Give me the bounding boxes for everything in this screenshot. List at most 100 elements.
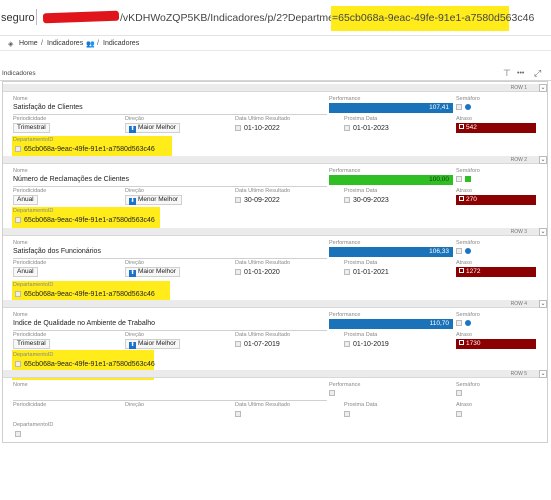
- performance-label: Performance: [329, 312, 361, 318]
- address-bar[interactable]: seguro /vKDHWoZQP5KB/Indicadores/p/2?Dep…: [0, 0, 551, 36]
- performance-label: Performance: [329, 96, 361, 102]
- departamento-label: DepartamentoID: [13, 422, 54, 428]
- direcao-value: ⬆ Maior Melhor: [125, 267, 180, 277]
- field-underline: [13, 330, 327, 331]
- performance-bar: 107,41: [329, 103, 453, 113]
- departamento-label: DepartamentoID: [13, 352, 54, 358]
- semaforo-indicator: [456, 320, 471, 327]
- data-ultimo-label: Data Ultimo Resultado: [235, 260, 291, 266]
- semaforo-label: Semáforo: [456, 312, 480, 318]
- arrow-up-icon: ⬆: [129, 126, 136, 133]
- row-header-bar: ROW 2: [3, 156, 539, 164]
- departamento-value: 65cb068a-9eac-49fe-91e1-a7580d563c46: [15, 291, 155, 298]
- periodicidade-value: Anual: [13, 267, 38, 277]
- url-path[interactable]: /vKDHWoZQP5KB/Indicadores/p/2?Department…: [120, 12, 375, 24]
- breadcrumb-indicadores[interactable]: Indicadores: [47, 40, 84, 47]
- panel-title: Indicadores: [2, 70, 36, 77]
- data-ultimo-label: Data Ultimo Resultado: [235, 402, 291, 408]
- proxima-empty: [344, 411, 353, 418]
- direcao-value: ⬆ Maior Melhor: [125, 123, 180, 133]
- departamento-label: DepartamentoID: [13, 282, 54, 288]
- proxima-value: 01-01-2023: [344, 125, 389, 132]
- grid-row: ROW 5 ⌄ Nome Performance Semáforo Period…: [3, 370, 547, 442]
- atraso-label: Atraso: [456, 332, 472, 338]
- performance-empty: [329, 390, 338, 397]
- departamento-label: DepartamentoID: [13, 137, 54, 143]
- semaforo-label: Semáforo: [456, 382, 480, 388]
- semaforo-indicator: [456, 104, 471, 111]
- expand-icon[interactable]: ⤢: [534, 68, 542, 78]
- more-icon[interactable]: •••: [517, 70, 525, 77]
- row-collapse-button[interactable]: ⌄: [539, 84, 547, 92]
- departamento-value: 65cb068a-9eac-49fe-91e1-a7580d563c46: [15, 146, 155, 153]
- direcao-label: Direção: [125, 402, 144, 408]
- semaforo-indicator: [456, 176, 471, 183]
- breadcrumb-current: Indicadores: [103, 40, 140, 47]
- row-label: ROW 5: [510, 371, 527, 377]
- arrow-up-icon: ⬆: [129, 270, 136, 277]
- semaforo-label: Semáforo: [456, 96, 480, 102]
- direcao-label: Direção: [125, 332, 144, 338]
- grid-row: ROW 2 ⌄ Nome Número de Reclamações de Cl…: [3, 156, 547, 234]
- indicator-grid: ROW 1 ⌄ Nome Satisfação de Clientes Perf…: [2, 81, 548, 443]
- departamento-label: DepartamentoID: [13, 208, 54, 214]
- panel-divider: [0, 80, 551, 81]
- row-collapse-button[interactable]: ⌄: [539, 370, 547, 378]
- grid-row: ROW 3 ⌄ Nome Satisfação dos Funcionários…: [3, 228, 547, 307]
- nome-value: Satisfação dos Funcionários: [13, 248, 101, 255]
- periodicidade-label: Periodicidade: [13, 402, 47, 408]
- departamento-empty: [15, 431, 24, 438]
- row-collapse-button[interactable]: ⌄: [539, 228, 547, 236]
- layers-icon: ◈: [8, 41, 14, 48]
- grid-row: ROW 4 ⌄ Nome Indice de Qualidade no Ambi…: [3, 300, 547, 380]
- row-header-bar: ROW 1: [3, 84, 539, 92]
- arrow-up-icon: ⬆: [129, 342, 136, 349]
- periodicidade-value: Trimestral: [13, 123, 50, 133]
- row-header-bar: ROW 3: [3, 228, 539, 236]
- row-header-bar: ROW 4: [3, 300, 539, 308]
- atraso-empty: [456, 411, 465, 418]
- breadcrumb-home[interactable]: Home: [19, 40, 38, 47]
- performance-bar: 100,00: [329, 175, 453, 185]
- atraso-badge: 1730: [456, 339, 536, 349]
- periodicidade-label: Periodicidade: [13, 260, 47, 266]
- arrow-down-icon: ⬇: [129, 198, 136, 205]
- field-underline: [13, 114, 327, 115]
- atraso-badge: 270: [456, 195, 536, 205]
- field-underline: [13, 258, 327, 259]
- data-ultimo-value: 01-07-2019: [235, 341, 280, 348]
- departamento-value: 65cb068a-9eac-49fe-91e1-a7580d563c46: [15, 217, 155, 224]
- row-label: ROW 2: [510, 157, 527, 163]
- direcao-label: Direção: [125, 116, 144, 122]
- semaforo-empty: [456, 390, 465, 397]
- pin-icon[interactable]: ⊤: [503, 68, 511, 78]
- nome-value: Indice de Qualidade no Ambiente de Traba…: [13, 320, 156, 327]
- performance-label: Performance: [329, 168, 361, 174]
- data-ultimo-label: Data Ultimo Resultado: [235, 188, 291, 194]
- proxima-label: Proxima Data: [344, 260, 378, 266]
- breadcrumb-separator: /: [41, 40, 43, 47]
- data-ultimo-value: 01-10-2022: [235, 125, 280, 132]
- secure-label: seguro: [1, 12, 35, 24]
- atraso-label: Atraso: [456, 116, 472, 122]
- url-highlight-mark: [331, 6, 509, 31]
- data-ultimo-value: 30-09-2022: [235, 197, 280, 204]
- row-collapse-button[interactable]: ⌄: [539, 156, 547, 164]
- nome-label: Nome: [13, 96, 28, 102]
- row-collapse-button[interactable]: ⌄: [539, 300, 547, 308]
- row-label: ROW 3: [510, 229, 527, 235]
- semaforo-label: Semáforo: [456, 168, 480, 174]
- field-underline: [13, 400, 327, 401]
- proxima-label: Proxima Data: [344, 116, 378, 122]
- row-header-bar: ROW 5: [3, 370, 539, 378]
- periodicidade-value: Anual: [13, 195, 38, 205]
- row-label: ROW 1: [510, 85, 527, 91]
- proxima-label: Proxima Data: [344, 188, 378, 194]
- redaction-mark: [42, 10, 120, 24]
- atraso-badge: 1272: [456, 267, 536, 277]
- atraso-label: Atraso: [456, 188, 472, 194]
- direcao-value: ⬇ Menor Melhor: [125, 195, 183, 205]
- url-department-param[interactable]: =65cb068a-9eac-49fe-91e1-a7580d563c46: [332, 12, 535, 24]
- periodicidade-label: Periodicidade: [13, 332, 47, 338]
- proxima-value: 01-10-2019: [344, 341, 389, 348]
